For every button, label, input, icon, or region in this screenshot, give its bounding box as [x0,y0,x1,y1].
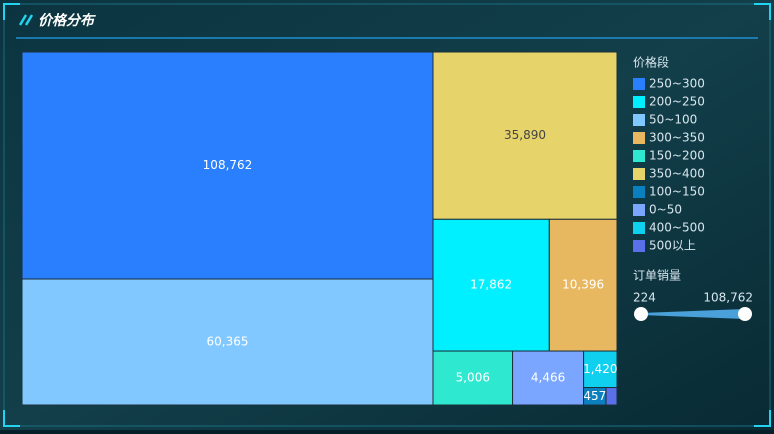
legend-label: 250~300 [649,77,705,91]
treemap-cell [583,350,618,389]
legend-swatch [633,78,645,90]
cell-label: 108,762 [203,158,253,172]
legend-swatch [633,114,645,126]
legend-swatch [633,132,645,144]
treemap-cell [512,350,585,406]
cell-label: 60,365 [206,335,248,349]
frame [3,3,771,427]
visual-map-bar [641,309,745,319]
legend-swatch [633,222,645,234]
cell-label: 10,396 [562,278,604,292]
visual-map-handle [738,307,752,321]
treemap-cell [432,51,618,220]
treemap-cell [432,350,514,406]
cell-label: 5,006 [456,371,490,385]
frame-corners [3,3,771,427]
visual-map-max: 108,762 [703,291,753,305]
visual-map-min: 224 [633,291,656,305]
legend-swatch [633,150,645,162]
legend-label: 350~400 [649,167,705,181]
legend-swatch [633,96,645,108]
visual-map-title: 订单销量 [633,269,681,283]
legend-label: 150~200 [649,149,705,163]
legend-label: 300~350 [649,131,705,145]
legend-label: 500以上 [649,239,696,253]
legend-title: 价格段 [633,55,669,70]
legend-swatch [633,186,645,198]
legend-label: 50~100 [649,113,697,127]
treemap-cell [21,51,434,280]
cell-label: 4,466 [531,371,565,385]
treemap-cell [21,278,434,406]
legend-label: 100~150 [649,185,705,199]
legend-label: 0~50 [649,203,682,217]
legend-label: 200~250 [649,95,705,109]
legend-label: 400~500 [649,221,705,235]
cell-label: 35,890 [504,128,546,142]
legend-swatch [633,204,645,216]
title-icon [18,14,34,26]
treemap-cell [605,387,618,406]
visual-map-handle [634,307,648,321]
legend-swatch [633,240,645,252]
legend-swatch [633,168,645,180]
cell-label: 1,420 [583,362,617,376]
panel-title: 价格分布 [38,12,96,29]
treemap-cell [432,218,550,352]
cell-label: 457 [583,389,606,403]
cell-label: 17,862 [470,278,512,292]
